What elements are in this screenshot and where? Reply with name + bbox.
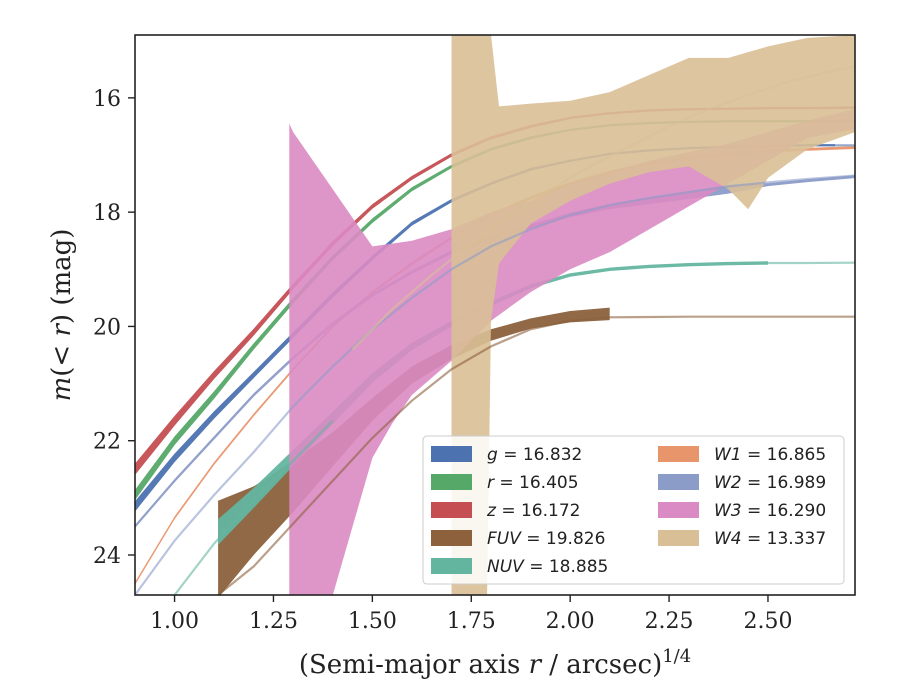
legend-swatch-nuv (431, 558, 472, 574)
y-axis-ticks: 16 18 20 22 24 (93, 87, 135, 569)
x-tick-label: 1.00 (150, 609, 199, 634)
legend-swatch-r (431, 474, 472, 490)
extrapolation-curve-nuv-2 (173, 419, 334, 595)
series-band-w4 (451, 35, 855, 595)
x-tick-label: 1.50 (348, 609, 397, 634)
legend-swatch-w3 (658, 502, 699, 518)
x-tick-label: 2.00 (546, 609, 595, 634)
extrapolation-curve-w4-5 (351, 65, 855, 351)
y-tick-label: 22 (93, 430, 121, 455)
x-tick-label: 2.50 (743, 609, 792, 634)
legend-label-fuv: FUV = 19.826 (487, 529, 605, 549)
legend-label-w4: W4 = 13.337 (714, 529, 826, 549)
legend-label-z: z = 16.172 (486, 501, 580, 521)
legend-swatch-w2 (658, 474, 699, 490)
legend-label-nuv: NUV = 18.885 (487, 557, 608, 577)
legend-label-w2: W2 = 16.989 (714, 473, 826, 493)
legend-label-g: g = 16.832 (487, 445, 582, 465)
legend-label-w3: W3 = 16.290 (714, 501, 826, 521)
y-tick-label: 18 (93, 201, 121, 226)
legend-swatch-fuv (431, 530, 472, 546)
y-tick-label: 16 (93, 87, 121, 112)
x-tick-label: 2.25 (645, 609, 694, 634)
extrapolation-curve-fuv-1 (217, 315, 855, 595)
legend: g = 16.832 W1 = 16.865 r = 16.405 W2 = 16.9… (422, 435, 845, 585)
legend-label-r: r = 16.405 (487, 473, 579, 493)
legend-swatch-g (431, 446, 472, 462)
y-tick-label: 20 (93, 315, 121, 340)
x-tick-label: 1.25 (249, 609, 298, 634)
legend-box (422, 435, 845, 585)
legend-label-w1: W1 = 16.865 (714, 445, 826, 465)
x-axis-label: (Semi-major axis r / arcsec)1/4 (299, 646, 691, 680)
legend-swatch-z (431, 502, 472, 518)
x-axis-ticks: 1.00 1.25 1.50 1.75 2.00 2.25 2.50 (150, 595, 792, 634)
legend-swatch-w1 (658, 446, 699, 462)
legend-swatch-w4 (658, 530, 699, 546)
plot-frame (134, 34, 856, 596)
series-band-w3 (289, 109, 855, 595)
y-axis-label: m(< r) (mag) (47, 229, 77, 402)
x-tick-label: 1.75 (447, 609, 496, 634)
extrapolation-curve-w2-4 (135, 174, 855, 595)
plot-area (135, 35, 855, 595)
y-tick-label: 24 (93, 544, 121, 569)
